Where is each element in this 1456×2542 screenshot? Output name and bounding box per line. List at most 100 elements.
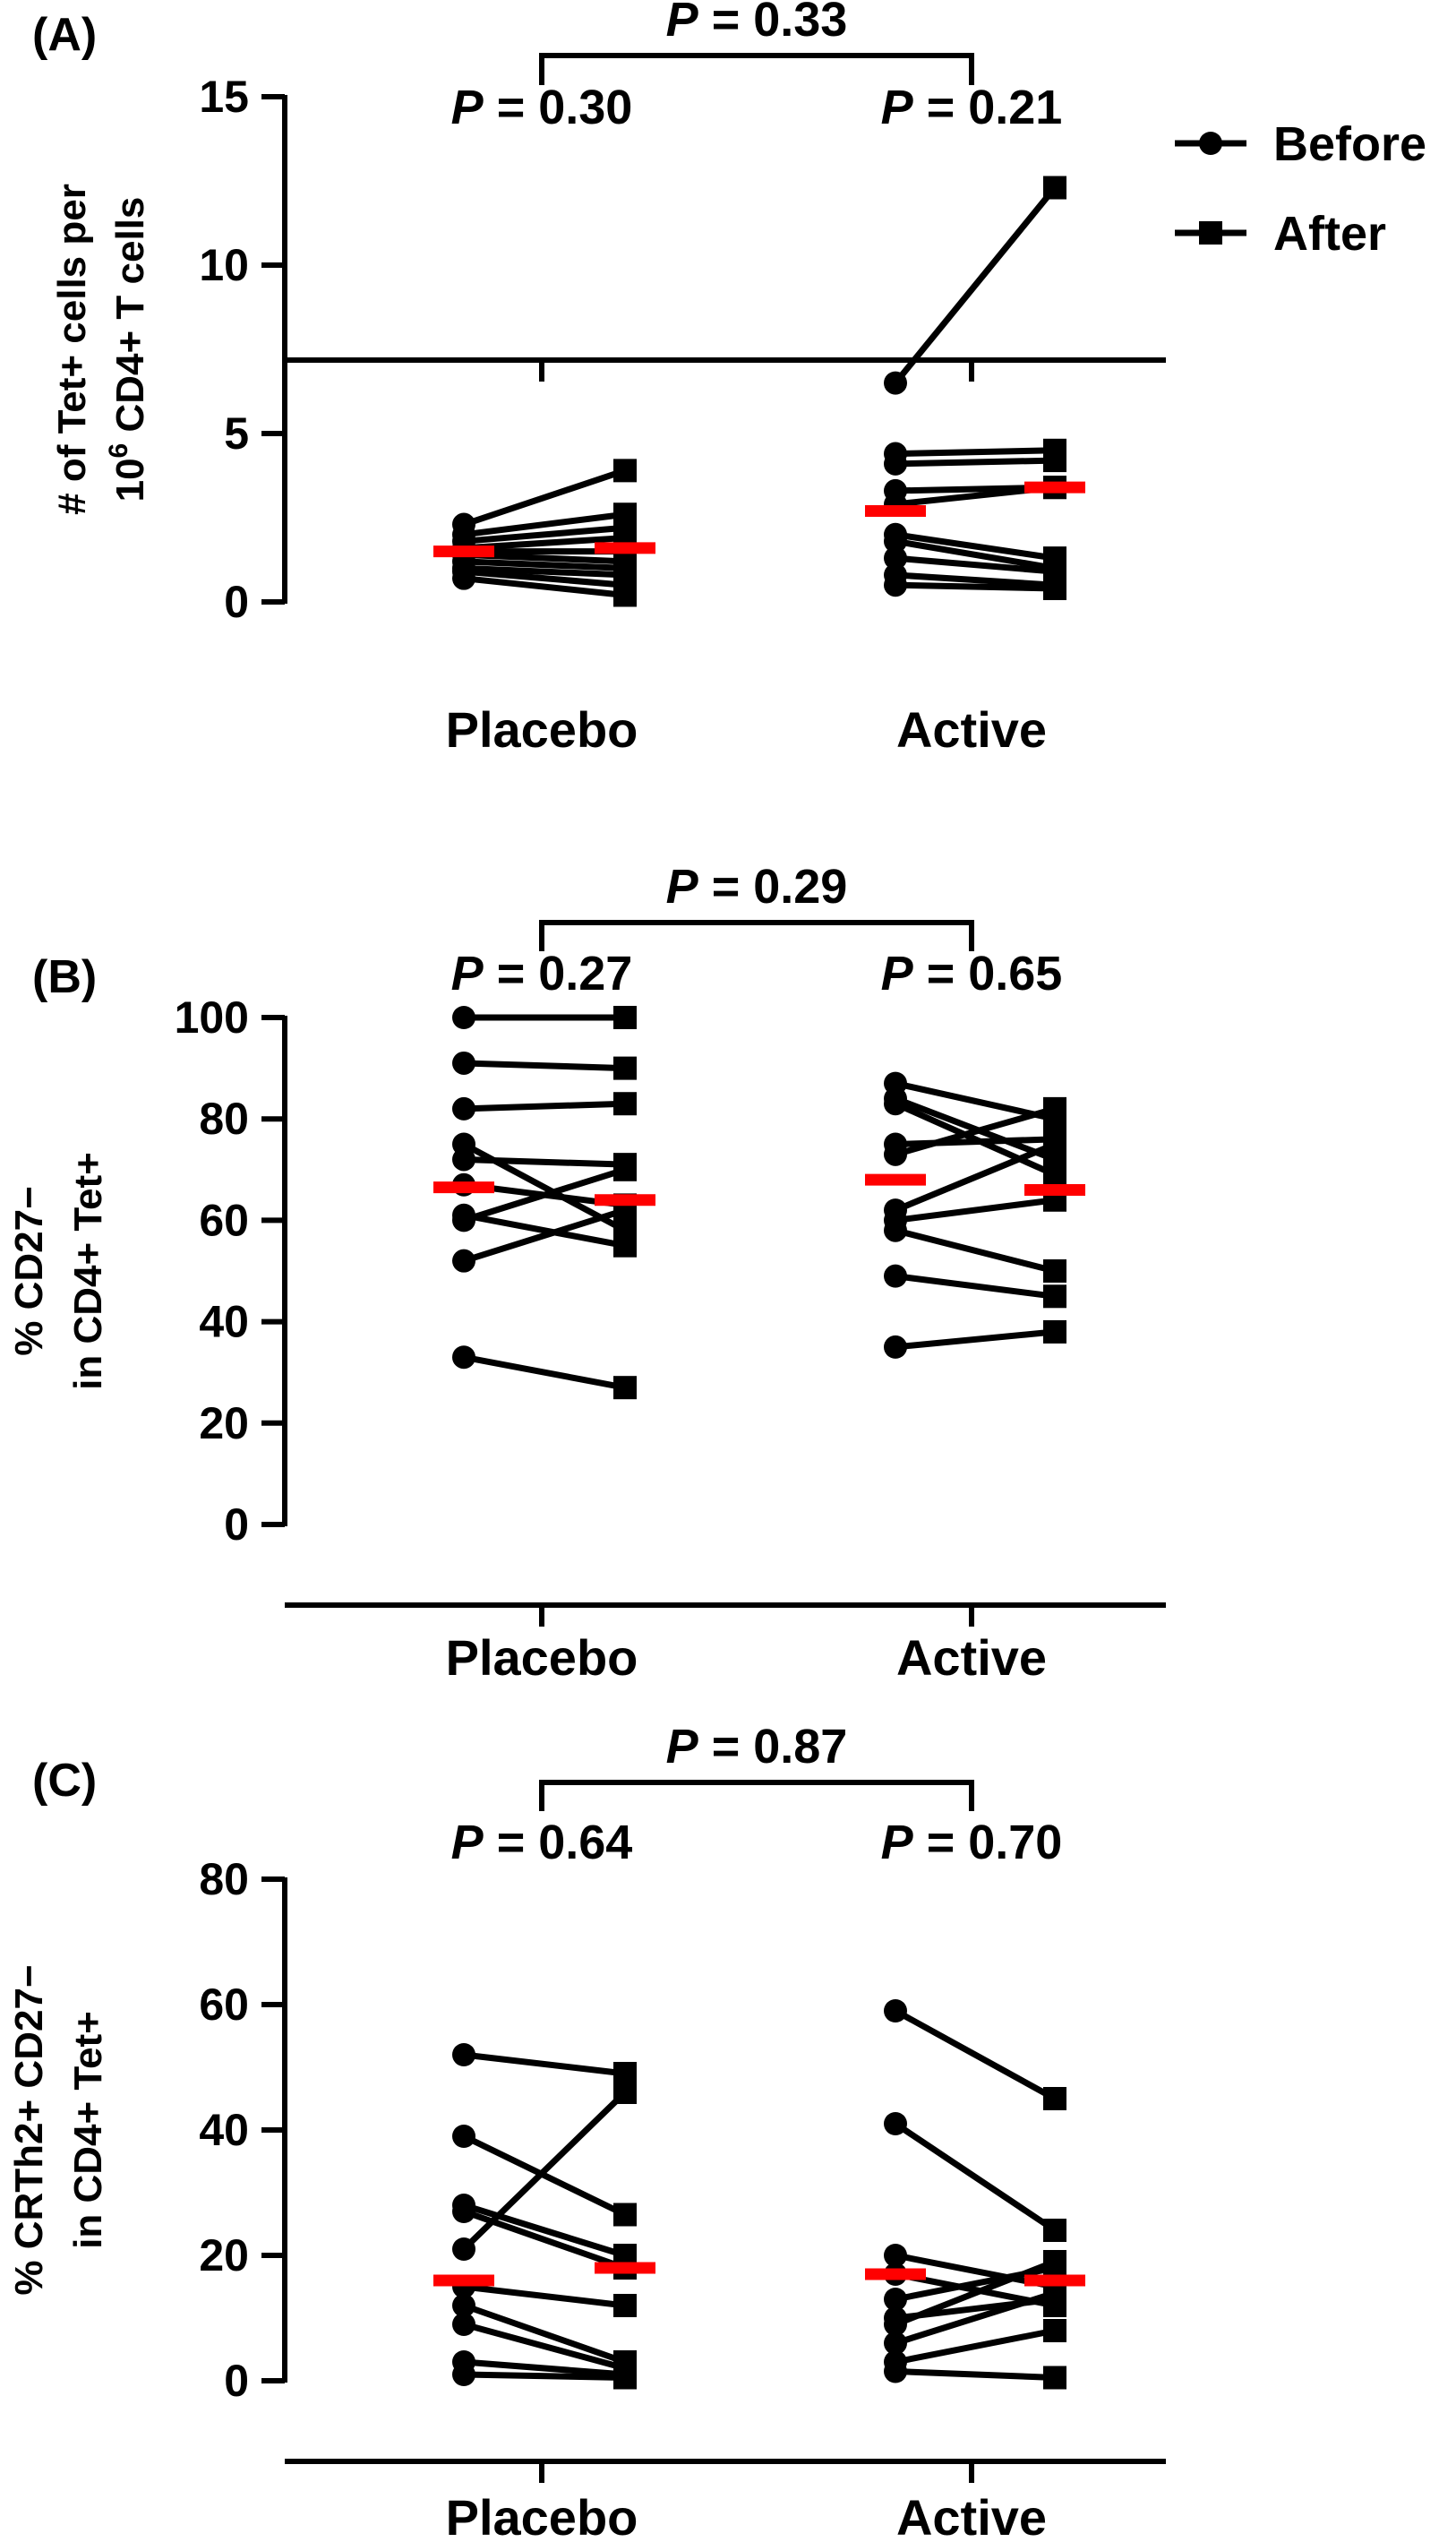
y-tick-label: 40: [199, 1297, 249, 1347]
p-value-within-number: 0.21: [968, 81, 1062, 134]
p-value-within-active: P = 0.65: [881, 947, 1063, 1000]
paired-line: [893, 185, 1058, 385]
y-tick-label: 80: [199, 1094, 249, 1144]
before-point: [884, 529, 907, 554]
p-value-within-number: 0.70: [968, 1816, 1062, 1869]
y-axis-title-line-2: in CD4+ Tet+: [66, 2011, 110, 2249]
p-value-between: P = 0.29: [666, 860, 848, 914]
y-tick-label: 5: [224, 408, 249, 459]
panel-label: (A): [32, 9, 97, 61]
paired-line: [463, 2371, 626, 2381]
y-tick-label: 10: [199, 240, 249, 290]
paired-line: [895, 531, 1056, 562]
paired-line: [462, 2208, 627, 2271]
paired-line: [462, 1207, 627, 1265]
y-tick-label: 60: [199, 1979, 249, 2030]
x-tick-label-active: Active: [896, 1629, 1047, 1686]
after-point: [1043, 1132, 1066, 1156]
y-tick-label: 40: [199, 2105, 249, 2155]
after-point: [613, 2203, 637, 2227]
before-point: [884, 1092, 907, 1116]
paired-line: [895, 581, 1056, 592]
after-point: [1043, 576, 1066, 600]
before-point: [452, 1249, 475, 1273]
before-point: [884, 2112, 907, 2135]
after-point: [1043, 176, 1066, 200]
y-tick-label: 15: [199, 72, 249, 122]
y-axis-title-line-2: 106 CD4+ T cells: [104, 197, 152, 502]
y-tick-label: 80: [199, 1854, 249, 1904]
paired-line: [462, 468, 627, 528]
paired-line: [463, 2051, 626, 2077]
before-point: [884, 1335, 907, 1359]
after-point: [1043, 1319, 1066, 1344]
p-value-within-active: P = 0.70: [881, 1816, 1063, 1869]
legend: Before After: [1175, 117, 1426, 261]
paired-line: [463, 568, 626, 588]
paired-line: [895, 1080, 1056, 1122]
paired-line: [895, 537, 1056, 571]
y-tick-label: 20: [199, 1398, 249, 1448]
after-point: [1043, 2219, 1066, 2242]
paired-line: [895, 1197, 1056, 1224]
p-value-between: P = 0.33: [666, 0, 848, 47]
before-point: [452, 2313, 475, 2336]
x-tick-label-active: Active: [896, 701, 1047, 758]
y-axis-title-superscript: 6: [104, 443, 133, 459]
paired-line: [462, 2202, 627, 2259]
paired-line: [895, 447, 1056, 458]
before-point: [884, 451, 907, 476]
after-point: [613, 459, 637, 483]
before-point: [452, 2043, 475, 2066]
paired-line: [462, 1166, 627, 1224]
paired-line: [895, 554, 1056, 575]
y-tick-label: 20: [199, 2230, 249, 2280]
between-group-bracket: [539, 920, 974, 951]
before-point: [884, 2332, 907, 2355]
before-point: [452, 1006, 475, 1029]
before-point: [452, 1096, 475, 1121]
before-point: [884, 1218, 907, 1242]
p-value-within-number: 0.65: [968, 947, 1062, 1000]
paired-line: [462, 2302, 627, 2366]
y-tick-label: 0: [224, 2356, 249, 2406]
y-axis-title-line-1: % CRTh2+ CD27−: [7, 1964, 51, 2295]
after-point: [613, 1006, 637, 1029]
after-point: [613, 2294, 637, 2317]
p-value-between-number: 0.29: [753, 860, 847, 914]
before-point: [884, 573, 907, 597]
after-point: [1043, 2366, 1066, 2390]
after-point: [613, 1157, 637, 1181]
panel-label: (B): [32, 951, 97, 1003]
y-tick-label: 0: [224, 577, 249, 627]
y-axis-title-rest: CD4+ T cells: [108, 197, 152, 443]
paired-line: [463, 564, 626, 579]
p-value-within-active: P = 0.21: [881, 81, 1063, 134]
y-tick-label: 60: [199, 1195, 249, 1245]
legend-label-after: After: [1273, 207, 1386, 261]
before-point: [452, 1147, 475, 1172]
before-point: [452, 1345, 475, 1370]
panel-b: (B) 0 20 40 60 80 100 Placebo Active % CD27− in CD…: [7, 860, 1166, 1686]
before-point: [884, 2244, 907, 2267]
before-point: [884, 1999, 907, 2022]
p-value-within-number: 0.27: [538, 947, 632, 1000]
paired-line: [895, 571, 1056, 588]
paired-line: [895, 1105, 1056, 1158]
p-value-between: P = 0.87: [666, 1720, 848, 1773]
legend-circle-marker: [1199, 132, 1222, 155]
after-point: [1043, 2250, 1066, 2273]
after-point: [1043, 1096, 1066, 1121]
before-point: [884, 2313, 907, 2336]
p-value-within-number: 0.30: [538, 81, 632, 134]
after-point: [613, 2366, 637, 2390]
after-point: [613, 1233, 637, 1258]
after-point: [1043, 449, 1066, 473]
legend-square-marker: [1199, 221, 1222, 245]
p-value-within-placebo: P = 0.27: [451, 947, 633, 1000]
paired-line: [895, 1227, 1056, 1275]
paired-line: [463, 575, 626, 598]
before-point: [884, 371, 907, 395]
paired-line: [894, 2007, 1057, 2102]
